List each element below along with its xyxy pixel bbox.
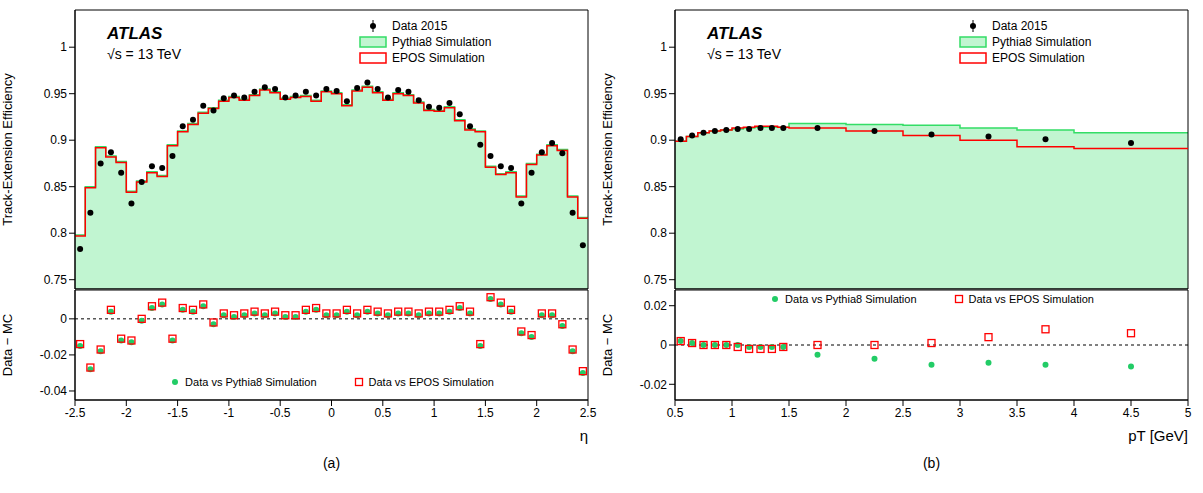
- html-text:pT [GeV]: pT [GeV]: [1128, 427, 1188, 444]
- svg-text:1: 1: [431, 406, 438, 420]
- html-text:Data vs Pythia8 Simulation: Data vs Pythia8 Simulation: [785, 293, 917, 305]
- html-text:Data vs Pythia8 Simulation: Data vs Pythia8 Simulation: [185, 376, 317, 388]
- svg-text:-1: -1: [224, 406, 235, 420]
- svg-text:0.8: 0.8: [50, 226, 67, 240]
- svg-text:2.5: 2.5: [580, 406, 597, 420]
- svg-text:-0.02: -0.02: [640, 378, 668, 392]
- svg-text:0.5: 0.5: [374, 406, 391, 420]
- html-text:Data vs EPOS Simulation: Data vs EPOS Simulation: [368, 376, 494, 388]
- svg-text:0.9: 0.9: [50, 133, 67, 147]
- svg-text:2: 2: [533, 406, 540, 420]
- svg-text:2.5: 2.5: [895, 406, 912, 420]
- svg-text:0.5: 0.5: [667, 406, 684, 420]
- html-text:Data 2015: Data 2015: [392, 19, 448, 33]
- html-text:ATLAS: ATLAS: [707, 24, 763, 43]
- svg-text:0.95: 0.95: [44, 87, 68, 101]
- svg-text:0: 0: [660, 338, 667, 352]
- html-text:ATLAS: ATLAS: [107, 24, 163, 43]
- html-text:Pythia8 Simulation: Pythia8 Simulation: [992, 35, 1092, 49]
- svg-text:-2: -2: [121, 406, 132, 420]
- svg-text:0.75: 0.75: [44, 273, 68, 287]
- svg-text:0.85: 0.85: [44, 180, 68, 194]
- svg-text:4.5: 4.5: [1123, 406, 1140, 420]
- html-text:EPOS Simulation: EPOS Simulation: [392, 51, 485, 65]
- svg-text:0.85: 0.85: [644, 180, 668, 194]
- svg-text:-0.04: -0.04: [40, 384, 68, 398]
- svg-text:1: 1: [60, 40, 67, 54]
- html-text:√s = 13 TeV: √s = 13 TeV: [707, 46, 781, 62]
- html-text:Data vs EPOS Simulation: Data vs EPOS Simulation: [968, 293, 1094, 305]
- svg-text:2: 2: [843, 406, 850, 420]
- html-text:Data 2015: Data 2015: [992, 19, 1048, 33]
- svg-text:-0.02: -0.02: [40, 348, 68, 362]
- svg-text:0.9: 0.9: [650, 133, 667, 147]
- svg-text:0.75: 0.75: [644, 273, 668, 287]
- svg-text:0: 0: [60, 312, 67, 326]
- svg-text:1.5: 1.5: [477, 406, 494, 420]
- html-text:η: η: [579, 427, 588, 444]
- svg-text:4: 4: [1071, 406, 1078, 420]
- svg-text:0.02: 0.02: [644, 299, 668, 313]
- svg-text:Data − MC: Data − MC: [600, 314, 615, 377]
- svg-text:1: 1: [729, 406, 736, 420]
- svg-text:Data − MC: Data − MC: [8, 314, 15, 377]
- svg-text:3: 3: [957, 406, 964, 420]
- html-text:Pythia8 Simulation: Pythia8 Simulation: [392, 35, 492, 49]
- html-text:√s = 13 TeV: √s = 13 TeV: [107, 46, 181, 62]
- svg-text:1: 1: [660, 40, 667, 54]
- svg-text:0: 0: [328, 406, 335, 420]
- html-text:(b): (b): [922, 455, 941, 471]
- svg-text:Track-Extension Efficiency: Track-Extension Efficiency: [8, 73, 15, 226]
- svg-text:-2.5: -2.5: [65, 406, 86, 420]
- svg-text:5: 5: [1185, 406, 1192, 420]
- svg-text:0.8: 0.8: [650, 226, 667, 240]
- svg-text:-0.5: -0.5: [270, 406, 291, 420]
- svg-text:1.5: 1.5: [781, 406, 798, 420]
- svg-text:0.95: 0.95: [644, 87, 668, 101]
- svg-text:Track-Extension Efficiency: Track-Extension Efficiency: [600, 73, 615, 226]
- svg-text:-1.5: -1.5: [167, 406, 188, 420]
- svg-text:3.5: 3.5: [1009, 406, 1026, 420]
- html-text:(a): (a): [322, 455, 341, 471]
- html-text:EPOS Simulation: EPOS Simulation: [992, 51, 1085, 65]
